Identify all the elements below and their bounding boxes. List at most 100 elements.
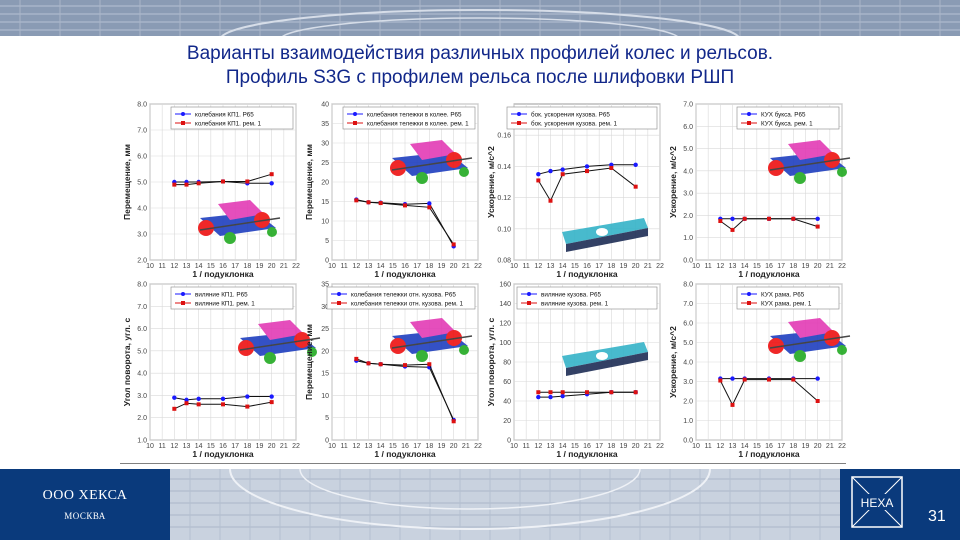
bogie-axle xyxy=(391,157,473,171)
legend-swatch-marker xyxy=(181,121,185,125)
data-point xyxy=(585,390,589,395)
bogie-bolster xyxy=(410,140,456,160)
company-panel xyxy=(0,469,170,540)
bogie-spring xyxy=(837,345,847,355)
legend-swatch-marker xyxy=(353,112,357,116)
x-tick-label: 15 xyxy=(207,263,215,270)
data-point xyxy=(184,401,189,406)
x-axis-label: 1 / подуклонка xyxy=(374,449,435,459)
data-point xyxy=(560,167,565,172)
bogie-axle xyxy=(199,217,281,231)
data-point xyxy=(536,394,541,400)
data-point xyxy=(451,419,456,424)
y-tick-label: 5 xyxy=(325,238,329,245)
data-point xyxy=(378,362,383,367)
x-tick-label: 10 xyxy=(328,443,336,450)
chart-panel-8: 0.01.02.03.04.05.06.07.08.010 11 12 13 14 15 1… xyxy=(668,282,851,459)
legend-entry: колебания тележки отн. кузова. рем. 1 xyxy=(351,300,463,308)
bogie-wheel xyxy=(768,160,784,176)
x-tick-label: 11 xyxy=(159,263,166,270)
x-tick-label: 13 xyxy=(183,263,191,270)
data-point xyxy=(354,356,359,361)
data-point xyxy=(269,181,274,186)
data-point xyxy=(560,172,565,177)
x-tick-label: 18 xyxy=(243,443,251,450)
x-tick-label: 16 xyxy=(583,263,591,270)
legend-swatch-marker xyxy=(527,292,531,296)
legend-box xyxy=(170,286,294,310)
series-line xyxy=(720,218,818,231)
x-tick-label: 15 xyxy=(753,443,761,450)
series-line xyxy=(356,358,455,422)
data-point xyxy=(730,216,735,221)
y-tick-label: 120 xyxy=(499,321,511,328)
x-tick-label: 17 xyxy=(595,443,603,450)
data-point xyxy=(427,201,432,206)
data-point xyxy=(427,205,432,210)
x-tick-label: 19 xyxy=(620,443,628,450)
y-tick-label: 7.0 xyxy=(137,128,147,135)
data-point xyxy=(633,184,638,189)
x-tick-label: 21 xyxy=(280,443,288,450)
y-tick-label: 0 xyxy=(325,438,329,445)
legend-entry: бок. ускорения кузова. рем. 1 xyxy=(531,120,617,128)
x-axis-label: 1 / подуклонка xyxy=(192,449,253,459)
x-tick-label: 12 xyxy=(716,443,724,450)
x-tick-label: 18 xyxy=(607,263,615,270)
y-tick-label: 6.0 xyxy=(683,321,693,328)
bogie-wheel xyxy=(198,220,214,236)
x-tick-label: 15 xyxy=(753,263,761,270)
x-tick-label: 14 xyxy=(559,263,567,270)
legend-entry: бок. ускорения кузова. Р65 xyxy=(531,111,610,119)
series-line xyxy=(356,199,455,245)
legend-entry: колебания КП1. рем. 1 xyxy=(195,120,261,128)
x-tick-label: 13 xyxy=(729,443,737,450)
data-point xyxy=(172,395,177,400)
x-tick-label: 12 xyxy=(352,443,360,450)
y-tick-label: 0.14 xyxy=(497,164,511,171)
bogie-bolster xyxy=(218,200,264,220)
legend-box xyxy=(326,286,476,310)
y-tick-label: 100 xyxy=(499,340,511,347)
legend-entry: виляние кузова. Р65 xyxy=(541,292,601,299)
y-tick-label: 30 xyxy=(321,304,329,311)
x-tick-label: 12 xyxy=(170,263,178,270)
x-tick-label: 18 xyxy=(425,443,433,450)
x-tick-label: 19 xyxy=(438,263,446,270)
legend-entry: КУХ рама. Р65 xyxy=(761,292,805,299)
x-tick-label: 14 xyxy=(741,263,749,270)
data-point xyxy=(548,198,553,203)
divider-line xyxy=(120,463,846,464)
y-axis-label: Перемещение, мм xyxy=(304,144,314,220)
y-tick-label: 3.0 xyxy=(137,232,147,239)
data-point xyxy=(609,390,614,395)
legend-entry: виляние кузова. рем. 1 xyxy=(541,301,609,308)
y-tick-label: 20 xyxy=(321,180,329,187)
x-tick-label: 19 xyxy=(256,443,264,450)
y-axis-label: Угол поворота, угл. с xyxy=(122,318,132,407)
bogie-axle xyxy=(391,335,473,349)
data-point xyxy=(366,200,371,205)
x-tick-label: 14 xyxy=(195,443,203,450)
x-tick-label: 16 xyxy=(583,443,591,450)
data-point xyxy=(354,198,359,203)
slide-title: Варианты взаимодействия различных профил… xyxy=(0,42,960,90)
legend-entry: колебания тележки в колее. рем. 1 xyxy=(367,120,469,128)
x-tick-label: 18 xyxy=(789,443,797,450)
y-axis-label: Перемещение, мм xyxy=(304,324,314,400)
bogie-spring xyxy=(267,227,277,237)
x-tick-label: 16 xyxy=(219,263,227,270)
y-axis-label: Ускорение, м/с^2 xyxy=(668,146,678,218)
bogie-spring xyxy=(416,172,428,184)
bogie-spring xyxy=(459,345,469,355)
x-tick-label: 22 xyxy=(474,263,482,270)
x-tick-label: 12 xyxy=(534,263,542,270)
bogie-axle xyxy=(769,335,851,349)
data-point xyxy=(548,168,553,174)
y-tick-label: 0.10 xyxy=(497,226,511,233)
x-tick-label: 20 xyxy=(450,263,458,270)
x-tick-label: 17 xyxy=(777,263,785,270)
y-tick-label: 40 xyxy=(321,102,329,109)
